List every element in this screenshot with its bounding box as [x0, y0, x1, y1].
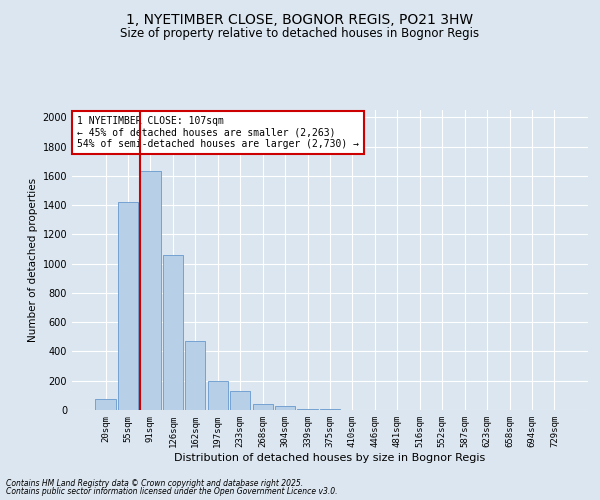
Text: Contains public sector information licensed under the Open Government Licence v3: Contains public sector information licen…: [6, 487, 337, 496]
X-axis label: Distribution of detached houses by size in Bognor Regis: Distribution of detached houses by size …: [175, 452, 485, 462]
Text: 1, NYETIMBER CLOSE, BOGNOR REGIS, PO21 3HW: 1, NYETIMBER CLOSE, BOGNOR REGIS, PO21 3…: [127, 12, 473, 26]
Text: 1 NYETIMBER CLOSE: 107sqm
← 45% of detached houses are smaller (2,263)
54% of se: 1 NYETIMBER CLOSE: 107sqm ← 45% of detac…: [77, 116, 359, 149]
Bar: [185, 341, 205, 410]
Text: Contains HM Land Registry data © Crown copyright and database right 2025.: Contains HM Land Registry data © Crown c…: [6, 478, 303, 488]
Bar: [298, 408, 317, 410]
Bar: [118, 202, 138, 410]
Y-axis label: Number of detached properties: Number of detached properties: [28, 178, 38, 342]
Bar: [253, 404, 273, 410]
Bar: [140, 172, 161, 410]
Bar: [95, 399, 116, 410]
Bar: [163, 255, 183, 410]
Text: Size of property relative to detached houses in Bognor Regis: Size of property relative to detached ho…: [121, 28, 479, 40]
Bar: [230, 391, 250, 410]
Bar: [275, 406, 295, 410]
Bar: [208, 380, 228, 410]
